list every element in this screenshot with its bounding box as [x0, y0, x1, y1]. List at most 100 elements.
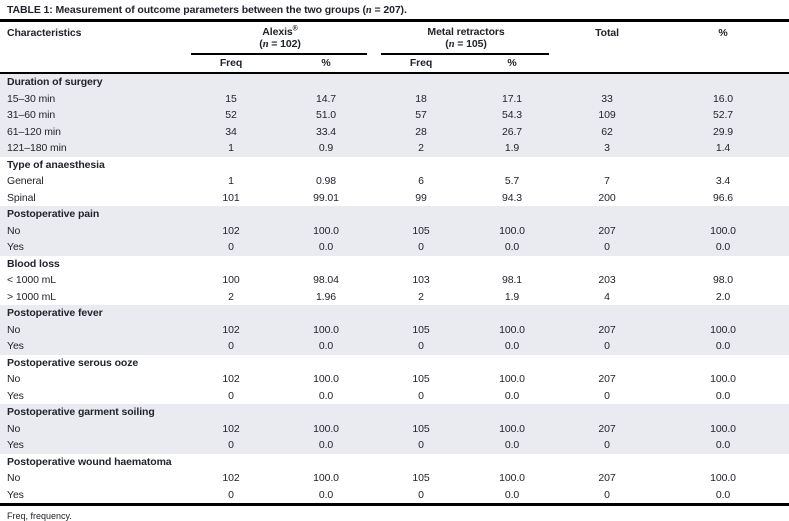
- table-row: General 1 0.98 6 5.7 7 3.4: [0, 173, 789, 190]
- table-row: 61–120 min 34 33.4 28 26.7 62 29.9: [0, 123, 789, 140]
- table-title: TABLE 1: Measurement of outcome paramete…: [0, 0, 789, 19]
- column-group-alexis-label: Alexis® (n = 102): [185, 22, 375, 51]
- table-footnote: Freq, frequency.: [7, 511, 72, 521]
- row-label: 15–30 min: [0, 90, 185, 107]
- cell-value: 98.1: [501, 274, 523, 286]
- group-alexis-underline: [191, 53, 368, 55]
- cell-value: 100.0: [277, 420, 376, 437]
- cell-value: 102: [185, 420, 277, 437]
- cell-value: 0: [375, 239, 468, 256]
- cell-value: 6: [418, 175, 424, 187]
- cell-value: 1.4: [657, 140, 789, 157]
- table-row: No 102 100.0 105 100.0 207 100.0: [0, 321, 789, 338]
- cell-value: 4: [604, 290, 610, 303]
- cell-value: 100.0: [657, 420, 789, 437]
- cell-value: 0.98: [315, 175, 337, 187]
- cell-value: 1.9: [504, 290, 520, 303]
- cell-value: 207: [557, 222, 658, 239]
- cell-value: 100: [222, 274, 240, 286]
- cell-value: 5.7: [504, 175, 520, 187]
- n-symbol: n: [365, 5, 372, 16]
- cell-value: 26.7: [467, 123, 558, 140]
- table-row: > 1000 mL 2 1.96 2 1.9 4 2.0: [0, 289, 789, 306]
- column-header-percent-alexis: %: [277, 55, 376, 74]
- row-label: No: [0, 321, 185, 338]
- title-rule: [0, 19, 789, 22]
- registered-mark: ®: [292, 25, 298, 33]
- table-row: 15–30 min 15 14.7 18 17.1 33 16.0: [0, 90, 789, 107]
- cell-value: 100.0: [467, 222, 558, 239]
- cell-value: 102: [185, 321, 277, 338]
- cell-value: 3.4: [715, 175, 731, 187]
- cell-value: 3: [557, 140, 658, 157]
- cell-value: 0: [557, 437, 658, 454]
- cell-value: 0.0: [467, 338, 558, 355]
- column-header-freq-metal: Freq: [375, 55, 468, 74]
- row-label: General: [7, 175, 44, 187]
- cell-value: 100.0: [657, 321, 789, 338]
- section-header: Postoperative fever: [0, 305, 789, 322]
- cell-value: 18: [375, 90, 468, 107]
- cell-value: 0.0: [277, 239, 376, 256]
- group-alexis-n-open: (: [259, 38, 263, 50]
- table-row: 121–180 min 1 0.9 2 1.9 3 1.4: [0, 140, 789, 157]
- cell-value: 100.0: [710, 472, 736, 484]
- column-header-percent-metal: %: [467, 55, 558, 74]
- column-header-freq-alexis: Freq: [185, 55, 277, 74]
- cell-value: 0.9: [277, 140, 376, 157]
- section-header-row: Type of anaesthesia: [0, 157, 789, 174]
- cell-value: 7: [604, 175, 610, 187]
- section-header-row: Postoperative pain: [0, 206, 789, 223]
- cell-value: 98.04: [313, 274, 339, 286]
- cell-value: 0: [557, 239, 658, 256]
- cell-value: 62: [557, 123, 658, 140]
- cell-value: 0: [418, 389, 424, 402]
- cell-value: 0.0: [277, 338, 376, 355]
- column-group-metal-label: Metal retractors (n = 105): [375, 22, 557, 51]
- table-title-text: Measurement of outcome parameters betwee…: [52, 4, 366, 16]
- cell-value: 0: [418, 488, 424, 501]
- cell-value: 94.3: [501, 191, 523, 204]
- row-label: No: [0, 222, 185, 239]
- cell-value: 203: [598, 274, 616, 286]
- row-label: 61–120 min: [0, 123, 185, 140]
- cell-value: 105: [375, 222, 468, 239]
- cell-value: 102: [222, 472, 240, 484]
- cell-value: 0.0: [657, 239, 789, 256]
- column-header-characteristics: Characteristics: [0, 22, 185, 74]
- group-metal-n-count: = 105): [454, 38, 487, 50]
- cell-value: 33.4: [277, 123, 376, 140]
- cell-value: 0: [185, 437, 277, 454]
- cell-value: 0.0: [504, 389, 520, 402]
- cell-value: 207: [557, 420, 658, 437]
- cell-value: 105: [412, 472, 430, 484]
- column-group-alexis: Alexis® (n = 102): [185, 22, 375, 55]
- bottom-rule: [0, 503, 789, 506]
- cell-value: 100.0: [313, 472, 339, 484]
- n-symbol: n: [262, 39, 269, 50]
- row-label: 121–180 min: [0, 140, 185, 157]
- column-header-percent: %: [657, 22, 789, 74]
- cell-value: 0: [604, 389, 610, 402]
- cell-value: 0: [375, 437, 468, 454]
- cell-value: 98.0: [712, 274, 734, 286]
- row-label: > 1000 mL: [7, 290, 57, 303]
- cell-value: 15: [185, 90, 277, 107]
- table-title-label: TABLE 1:: [7, 4, 53, 16]
- cell-value: 34: [185, 123, 277, 140]
- row-label: Spinal: [7, 191, 36, 204]
- cell-value: 207: [598, 472, 616, 484]
- cell-value: 109: [557, 107, 658, 124]
- cell-value: 2.0: [715, 290, 731, 303]
- cell-value: 99.01: [313, 191, 339, 204]
- cell-value: 0: [228, 488, 234, 501]
- cell-value: 57: [375, 107, 468, 124]
- table-title-tail: = 207).: [371, 4, 407, 16]
- cell-value: 96.6: [712, 191, 734, 204]
- table-row: 31–60 min 52 51.0 57 54.3 109 52.7: [0, 107, 789, 124]
- cell-value: 2: [418, 290, 424, 303]
- cell-value: 100.0: [499, 373, 525, 385]
- cell-value: 100.0: [710, 373, 736, 385]
- table-row: No 102 100.0 105 100.0 207 100.0: [0, 371, 789, 388]
